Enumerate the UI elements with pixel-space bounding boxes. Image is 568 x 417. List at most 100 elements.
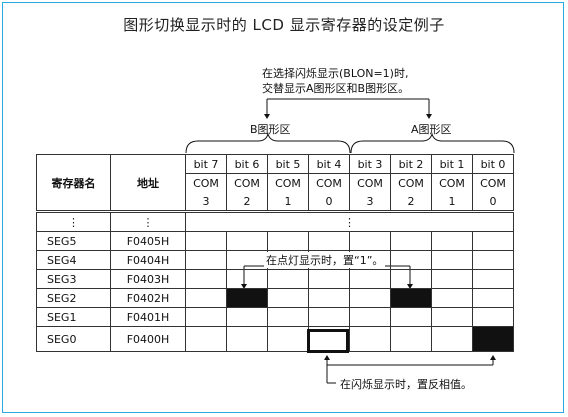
bit-cell <box>472 269 514 289</box>
register-address: F0400H <box>110 326 186 352</box>
register-name: SEG2 <box>36 288 111 308</box>
a-pattern-brace <box>350 132 515 154</box>
bit-cell <box>267 307 309 327</box>
blink-arrow-right-head <box>490 355 496 360</box>
bit-cell <box>390 269 432 289</box>
ellipsis-address: ⋮ <box>110 211 186 232</box>
bit-cell <box>185 250 227 270</box>
bit-cell <box>267 288 309 308</box>
blink-inverted-cell-outline <box>307 329 349 353</box>
bit-header: bit 0 <box>472 154 514 174</box>
com-number: 0 <box>308 192 350 212</box>
bit-header: bit 7 <box>185 154 227 174</box>
header-address: 地址 <box>110 154 186 212</box>
bit-cell <box>185 307 227 327</box>
bit-cell <box>390 250 432 270</box>
bit-header: bit 6 <box>226 154 268 174</box>
bit-cell <box>226 269 268 289</box>
bit-cell <box>226 326 268 352</box>
bit-cell <box>267 231 309 251</box>
bit-cell <box>431 288 473 308</box>
register-row: SEG5 F0405H <box>36 231 514 251</box>
bit-cell <box>267 326 309 352</box>
com-label: COM <box>390 173 432 192</box>
bit-cell <box>390 326 432 352</box>
register-name: SEG0 <box>36 326 111 352</box>
blink-select-note-line2: 交替显示A图形区和B图形区。 <box>262 82 410 95</box>
bit-header: bit 5 <box>267 154 309 174</box>
bit-cell <box>267 269 309 289</box>
register-address: F0405H <box>110 231 186 251</box>
bit-cell-set <box>472 326 514 352</box>
b-arrow-head <box>264 114 270 119</box>
bit-cell <box>185 231 227 251</box>
a-pattern-label: A图形区 <box>411 123 452 136</box>
com-number: 0 <box>472 192 514 212</box>
bit-cell <box>390 307 432 327</box>
com-label: COM <box>472 173 514 192</box>
bit-cell <box>472 307 514 327</box>
bit-cell <box>472 288 514 308</box>
register-table: 寄存器名 地址 bit 7 bit 6 bit 5 bit 4 bit 3 bi… <box>36 154 514 352</box>
com-label: COM <box>267 173 309 192</box>
b-pattern-label: B图形区 <box>250 123 291 136</box>
bit-cell <box>185 326 227 352</box>
bit-header: bit 4 <box>308 154 350 174</box>
bit-header: bit 3 <box>349 154 391 174</box>
register-name: SEG4 <box>36 250 111 270</box>
com-label: COM <box>308 173 350 192</box>
com-number: 1 <box>267 192 309 212</box>
lit-display-note: 在点灯显示时，置“1”。 <box>264 252 386 268</box>
com-label: COM <box>349 173 391 192</box>
bit-cell <box>472 250 514 270</box>
bit-header: bit 2 <box>390 154 432 174</box>
header-com-row: COM COM COM COM COM COM COM COM <box>37 173 514 192</box>
register-address: F0401H <box>110 307 186 327</box>
bit-cell <box>185 288 227 308</box>
register-address: F0404H <box>110 250 186 270</box>
a-arrow-head <box>426 114 432 119</box>
com-label: COM <box>185 173 227 192</box>
bit-cell <box>226 231 268 251</box>
register-address: F0402H <box>110 288 186 308</box>
bit-cell <box>308 288 350 308</box>
com-number: 2 <box>390 192 432 212</box>
blink-select-note: 在选择闪烁显示(BLON=1)时, 交替显示A图形区和B图形区。 <box>262 66 409 96</box>
bit-cell <box>349 269 391 289</box>
register-row: SEG0 F0400H <box>36 326 514 352</box>
bit-cell-set <box>226 288 268 308</box>
bit-cell <box>431 326 473 352</box>
figure-title: 图形切换显示时的 LCD 显示寄存器的设定例子 <box>123 16 445 34</box>
bit-cell <box>226 250 268 270</box>
register-name: SEG5 <box>36 231 111 251</box>
register-name: SEG3 <box>36 269 111 289</box>
bit-cell <box>185 269 227 289</box>
bit-cell <box>349 326 391 352</box>
register-row: SEG2 F0402H <box>36 288 514 308</box>
bit-cell <box>308 231 350 251</box>
bit-cell <box>431 307 473 327</box>
bit-cell-set <box>390 288 432 308</box>
b-pattern-brace <box>185 132 351 154</box>
bit-cell <box>390 231 432 251</box>
bit-cell <box>308 269 350 289</box>
ellipsis-bits: ⋮ <box>185 211 514 232</box>
ellipsis-row: ⋮ ⋮ ⋮ <box>36 211 514 232</box>
bit-cell <box>431 250 473 270</box>
bit-header: bit 1 <box>431 154 473 174</box>
blink-select-note-line1: 在选择闪烁显示(BLON=1)时, <box>262 67 409 80</box>
com-number: 3 <box>185 192 227 212</box>
bit-cell <box>349 307 391 327</box>
bit-cell <box>349 231 391 251</box>
bit-cell <box>472 231 514 251</box>
ellipsis-register: ⋮ <box>36 211 111 232</box>
com-label: COM <box>226 173 268 192</box>
com-number: 1 <box>431 192 473 212</box>
bit-cell <box>431 231 473 251</box>
register-row: SEG3 F0403H <box>36 269 514 289</box>
bit-cell <box>308 307 350 327</box>
header-bits-row: 寄存器名 地址 bit 7 bit 6 bit 5 bit 4 bit 3 bi… <box>36 154 514 212</box>
header-com-number-row: 3 2 1 0 3 2 1 0 <box>36 192 514 212</box>
com-number: 3 <box>349 192 391 212</box>
com-label: COM <box>431 173 473 192</box>
